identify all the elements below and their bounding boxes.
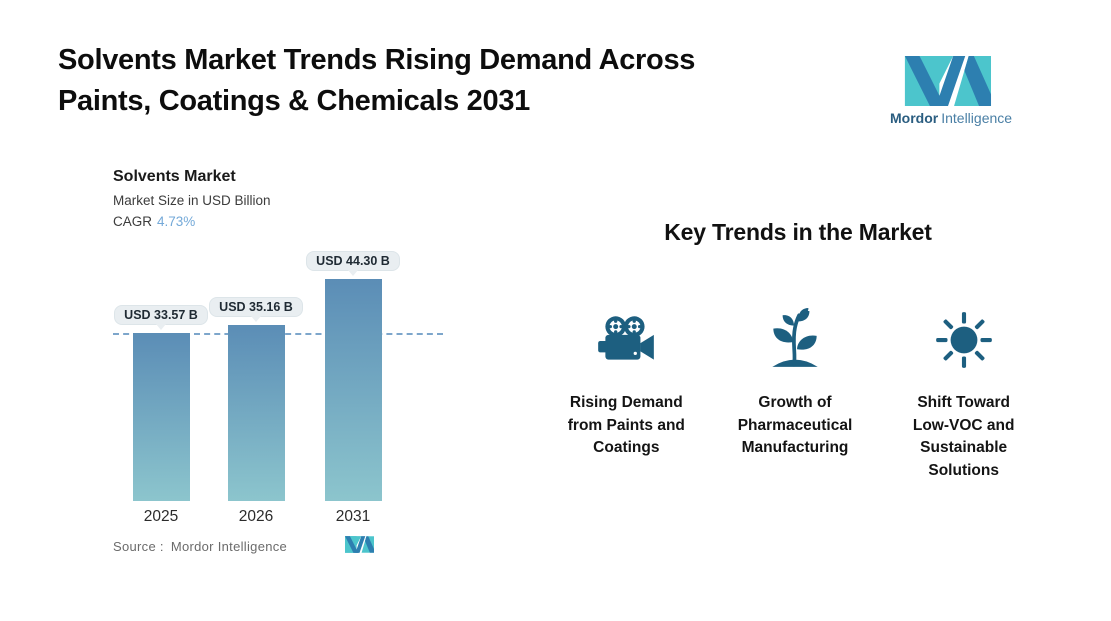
- bar-value-label: USD 33.57 B: [114, 305, 208, 330]
- x-axis-label: 2026: [238, 508, 274, 525]
- sun-icon: [879, 306, 1048, 374]
- plant-sprout-icon: [711, 306, 880, 374]
- bar: [227, 325, 285, 501]
- trend-label-line: Sustainable: [920, 439, 1008, 456]
- trend-label-line: Growth of: [758, 394, 832, 411]
- x-axis-labels: 2025 2026 2031: [113, 508, 443, 528]
- brand-name-light: Intelligence: [941, 110, 1013, 126]
- brand-logo: Mordor Intelligence: [890, 56, 1012, 126]
- page-title-line1: Solvents Market Trends Rising Demand Acr…: [58, 44, 696, 76]
- bar-column: USD 35.16 B: [208, 297, 304, 501]
- video-camera-icon: [542, 306, 711, 374]
- bar-column: USD 44.30 B: [305, 251, 401, 501]
- trend-label-line: Shift Toward: [917, 394, 1011, 411]
- brand-name: Mordor Intelligence: [890, 110, 1012, 126]
- bar-plot: USD 33.57 B USD 35.16 B USD 44.30 B: [113, 251, 443, 501]
- trend-label-line: Pharmaceutical: [737, 416, 853, 434]
- bar-column: USD 33.57 B: [113, 305, 209, 501]
- chart-subtitle: Market Size in USD Billion: [113, 193, 271, 208]
- key-trends-heading: Key Trends in the Market: [664, 219, 932, 245]
- key-trends-row: Rising Demand from Paints and Coatings Grow…: [542, 306, 1048, 482]
- bar-value-label: USD 44.30 B: [306, 251, 400, 276]
- page-title: Solvents Market Trends Rising Demand Acr…: [58, 40, 858, 122]
- mordor-intelligence-mini-logo-icon: [345, 536, 374, 558]
- bar: [324, 279, 382, 501]
- trend-item: Shift Toward Low-VOC and Sustainable Soluti…: [879, 306, 1048, 482]
- x-axis-label: 2025: [143, 508, 179, 525]
- mordor-intelligence-logo-icon: [890, 56, 1006, 106]
- source-note: Source : Mordor Intelligence: [113, 539, 287, 554]
- trend-label: Shift Toward Low-VOC and Sustainable Soluti…: [879, 392, 1048, 482]
- source-value: Mordor Intelligence: [170, 539, 288, 554]
- chart-header: Solvents Market Market Size in USD Billi…: [113, 168, 271, 229]
- trend-label-line: Low-VOC and: [912, 416, 1015, 434]
- source-label: Source :: [113, 539, 164, 554]
- x-axis-label: 2031: [335, 508, 371, 525]
- trend-label: Growth of Pharmaceutical Manufacturing: [711, 392, 880, 460]
- trend-label-line: from Paints and: [567, 416, 685, 434]
- page-title-line2: Paints, Coatings & Chemicals 2031: [58, 85, 530, 117]
- trend-item: Rising Demand from Paints and Coatings: [542, 306, 711, 482]
- chart-cagr: CAGR 4.73%: [113, 214, 271, 229]
- chart-title: Solvents Market: [113, 168, 236, 185]
- trend-label-line: Rising Demand: [569, 394, 683, 411]
- cagr-value: 4.73%: [157, 214, 196, 229]
- trend-label-line: Coatings: [593, 439, 660, 456]
- bar-value-label: USD 35.16 B: [209, 297, 303, 322]
- trend-item: Growth of Pharmaceutical Manufacturing: [711, 306, 880, 482]
- cagr-label: CAGR: [113, 214, 153, 229]
- trend-label: Rising Demand from Paints and Coatings: [542, 392, 711, 460]
- bar: [132, 333, 190, 501]
- trend-label-line: Manufacturing: [741, 439, 849, 456]
- brand-name-bold: Mordor: [890, 110, 939, 126]
- trend-label-line: Solutions: [928, 461, 999, 479]
